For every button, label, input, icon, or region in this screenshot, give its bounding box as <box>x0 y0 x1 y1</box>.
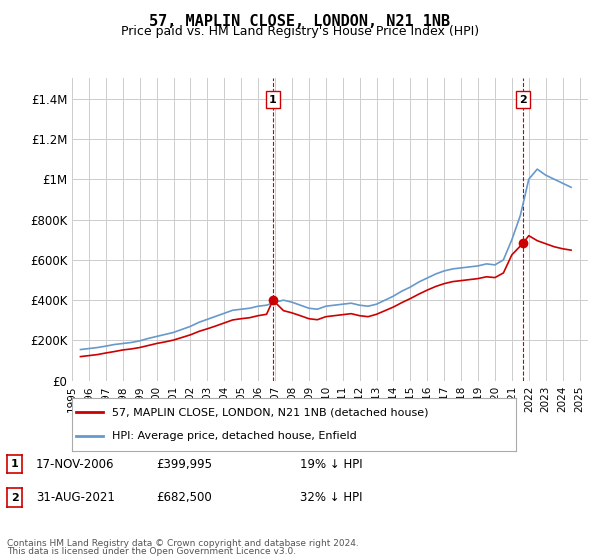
Text: 2: 2 <box>519 95 527 105</box>
Text: 57, MAPLIN CLOSE, LONDON, N21 1NB (detached house): 57, MAPLIN CLOSE, LONDON, N21 1NB (detac… <box>112 408 428 418</box>
Text: HPI: Average price, detached house, Enfield: HPI: Average price, detached house, Enfi… <box>112 431 357 441</box>
Text: 31-AUG-2021: 31-AUG-2021 <box>36 491 115 505</box>
Text: Contains HM Land Registry data © Crown copyright and database right 2024.: Contains HM Land Registry data © Crown c… <box>7 539 359 548</box>
Text: £399,995: £399,995 <box>156 458 212 471</box>
Text: £682,500: £682,500 <box>156 491 212 505</box>
Text: 2: 2 <box>11 493 19 502</box>
Text: 1: 1 <box>269 95 277 105</box>
Text: Price paid vs. HM Land Registry's House Price Index (HPI): Price paid vs. HM Land Registry's House … <box>121 25 479 38</box>
Text: 1: 1 <box>11 459 19 469</box>
Text: 19% ↓ HPI: 19% ↓ HPI <box>300 458 362 471</box>
Text: 57, MAPLIN CLOSE, LONDON, N21 1NB: 57, MAPLIN CLOSE, LONDON, N21 1NB <box>149 14 451 29</box>
Text: 17-NOV-2006: 17-NOV-2006 <box>36 458 115 471</box>
Text: This data is licensed under the Open Government Licence v3.0.: This data is licensed under the Open Gov… <box>7 548 296 557</box>
Text: 32% ↓ HPI: 32% ↓ HPI <box>300 491 362 505</box>
